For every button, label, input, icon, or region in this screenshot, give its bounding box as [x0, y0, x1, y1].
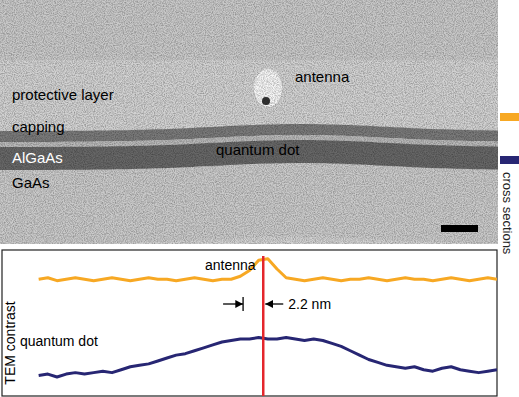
annotation-arrow — [223, 303, 243, 304]
micrograph-label: AlGaAs — [12, 149, 63, 166]
cross-section-label: cross sections — [500, 172, 515, 255]
reference-line — [262, 256, 265, 396]
micrograph — [0, 0, 498, 244]
annotation-tick — [242, 297, 243, 311]
series-label: antenna — [205, 257, 256, 273]
scale-bar — [441, 225, 478, 232]
cross-section-marker — [500, 156, 519, 164]
micrograph-label: antenna — [295, 68, 350, 85]
cross-section-marker — [500, 113, 519, 121]
micrograph-label: GaAs — [12, 174, 50, 191]
profile-chart: antenna quantum dotTEM contrast 2.2 nm — [2, 250, 497, 396]
micrograph-label: quantum dot — [216, 141, 300, 158]
plot-frame — [2, 250, 497, 396]
profile-line — [39, 338, 497, 377]
y-axis-title: TEM contrast — [2, 301, 18, 384]
profile-line — [39, 259, 497, 281]
figure: protective layer capping AlGaAs GaAs antenna… — [0, 0, 519, 397]
image-grain — [0, 0, 498, 244]
image-background — [0, 0, 498, 244]
plot-marks — [39, 256, 497, 396]
series-label: quantum dot — [20, 333, 98, 349]
annotation-arrow — [265, 303, 283, 304]
micrograph-label: protective layer — [12, 86, 114, 103]
micrograph-label: capping — [12, 118, 65, 135]
annotation-label: 2.2 nm — [288, 296, 331, 312]
